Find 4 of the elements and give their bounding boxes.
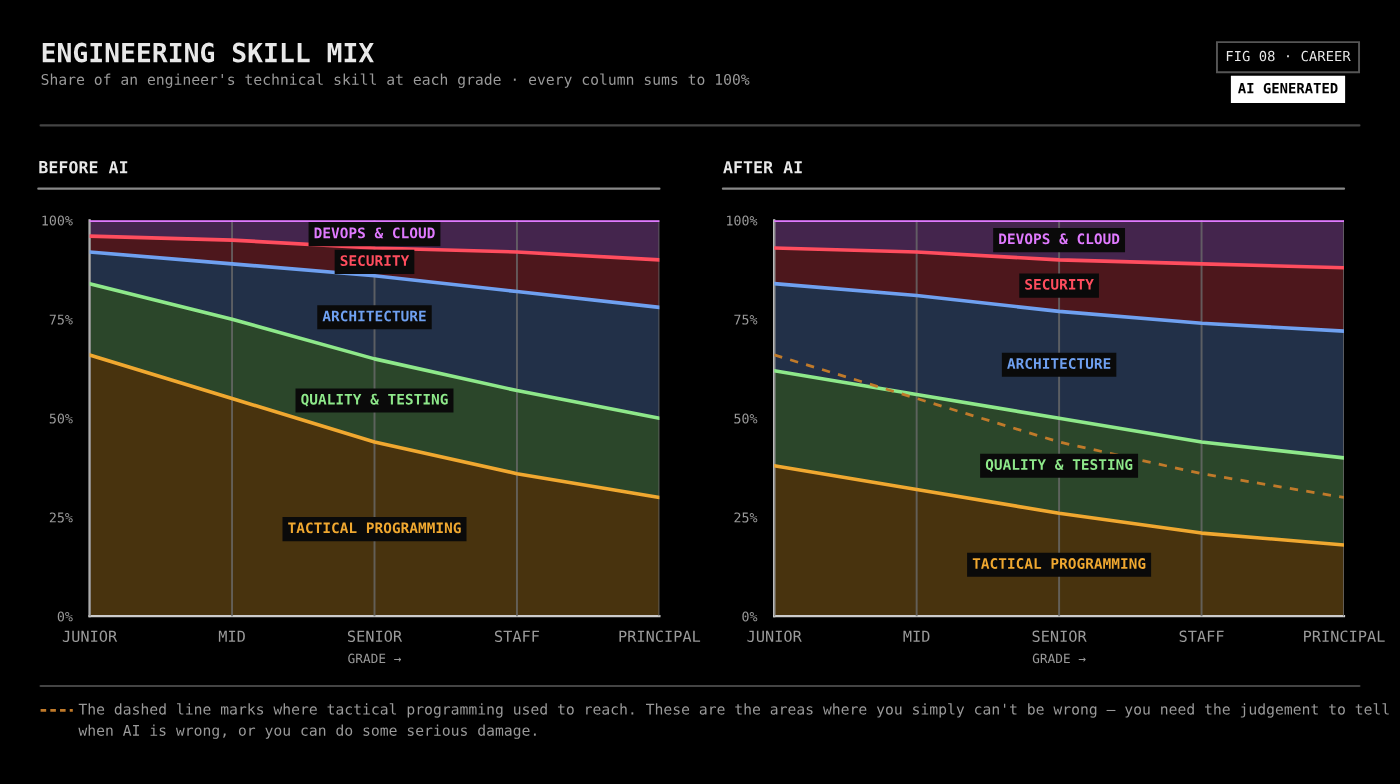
chart-title: AFTER AI: [723, 161, 802, 174]
chart-title: BEFORE AI: [39, 160, 128, 174]
line-series: [774, 353, 1344, 499]
text: ENGINEERING SKILL MIX: [42, 42, 374, 63]
